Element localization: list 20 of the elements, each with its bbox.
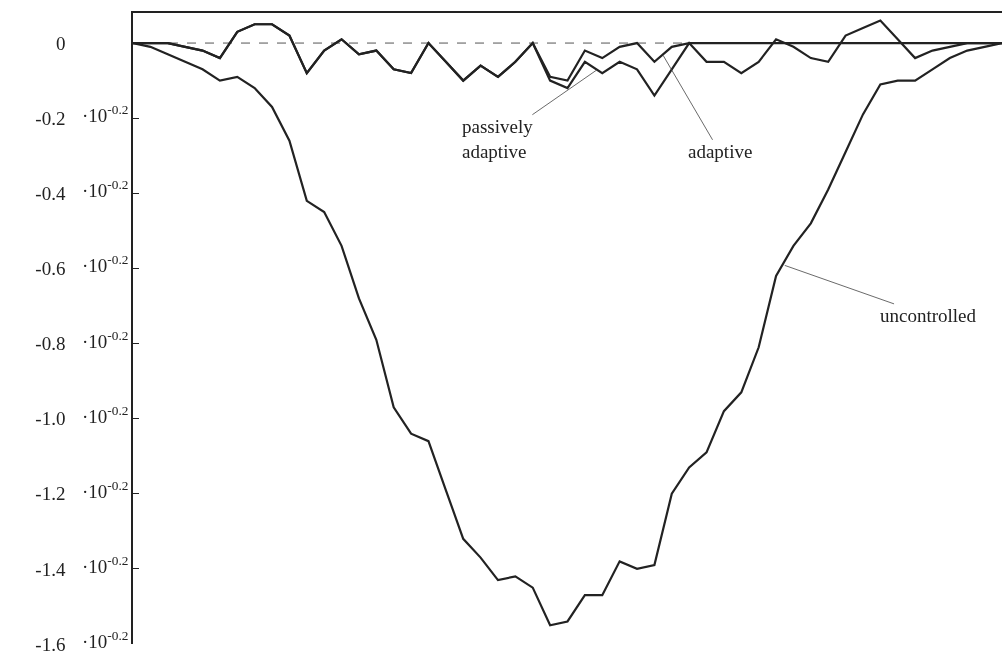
y-tick-label: -0.4 [35,182,66,204]
y-tick-label: -0.6 [35,258,66,280]
y-tick-label: -1.0 [35,408,66,430]
text: ·10$^{-0.2}$ [82,252,129,276]
y-tick-label: 0 [55,32,128,54]
y-tick-label: -0.2 [35,107,66,129]
y-tick-label: -1.4 [35,558,66,580]
text: ·10$^{-0.2}$ [82,553,129,577]
text: ·10$^{-0.2}$ [82,177,129,201]
y-tick-label: -0.8 [35,333,66,355]
y-tick-label: -1.6 [35,633,66,655]
annotation: passively adaptive [462,116,534,162]
annotation: uncontrolled [880,305,977,326]
text: ·10$^{-0.2}$ [82,102,129,126]
text: ·10$^{-0.2}$ [82,478,129,502]
text: ·10$^{-0.2}$ [82,403,129,427]
y-tick-label: -1.2 [35,483,66,505]
text: ·10$^{-0.2}$ [82,328,129,352]
annotation: adaptive [688,141,753,162]
text: ·10$^{-0.2}$ [82,628,129,652]
